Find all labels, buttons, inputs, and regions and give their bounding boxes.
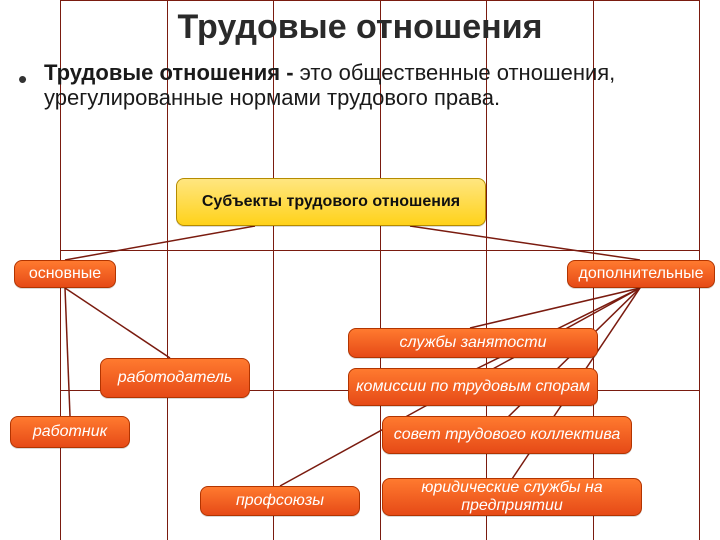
child-box-employment_services: службы занятости xyxy=(348,328,598,358)
definition-bold: Трудовые отношения - xyxy=(44,60,300,85)
group-extra-label: дополнительные xyxy=(579,265,704,283)
slide: Трудовые отношения • Трудовые отношения … xyxy=(0,0,720,540)
child-box-dispute_commissions: комиссии по трудовым спорам xyxy=(348,368,598,406)
group-main-label: основные xyxy=(29,265,101,283)
child-box-collective_council: совет трудового коллектива xyxy=(382,416,632,454)
child-label-trade_unions: профсоюзы xyxy=(236,492,324,510)
child-box-employer: работодатель xyxy=(100,358,250,398)
definition-text: Трудовые отношения - это общественные от… xyxy=(44,60,684,111)
group-main-box: основные xyxy=(14,260,116,288)
child-label-employment_services: службы занятости xyxy=(399,334,546,352)
group-extra-box: дополнительные xyxy=(567,260,715,288)
child-box-trade_unions: профсоюзы xyxy=(200,486,360,516)
root-subject-box: Субъекты трудового отношения xyxy=(176,178,486,226)
child-label-employer: работодатель xyxy=(118,369,233,387)
slide-title: Трудовые отношения xyxy=(0,8,720,47)
child-box-employee: работник xyxy=(10,416,130,448)
child-label-employee: работник xyxy=(33,423,107,441)
child-label-collective_council: совет трудового коллектива xyxy=(394,426,621,444)
root-subject-label: Субъекты трудового отношения xyxy=(202,193,460,211)
child-box-legal_services: юридические службы на предприятии xyxy=(382,478,642,516)
bullet-marker: • xyxy=(18,64,27,95)
child-label-legal_services: юридические службы на предприятии xyxy=(389,479,635,515)
child-label-dispute_commissions: комиссии по трудовым спорам xyxy=(356,378,590,396)
